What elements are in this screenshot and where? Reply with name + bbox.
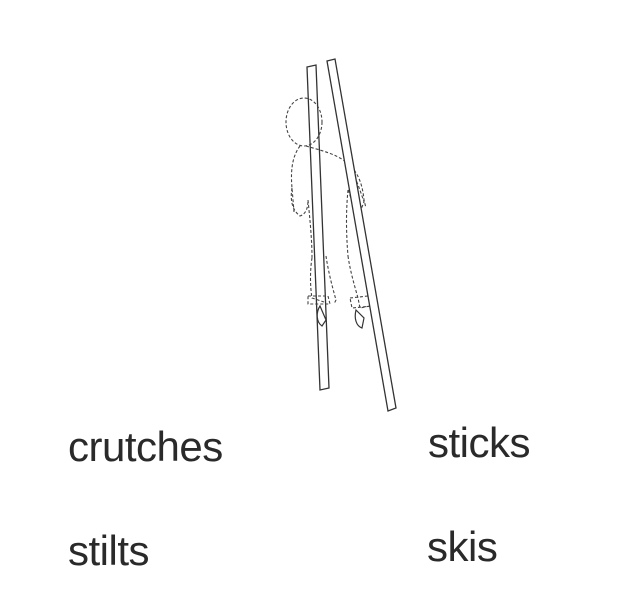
answer-option-stilts[interactable]: stilts <box>68 527 150 574</box>
back-stilt <box>306 64 330 391</box>
front-stilt <box>326 58 397 412</box>
answer-option-skis[interactable]: skis <box>427 523 498 570</box>
person-on-stilts-icon <box>285 58 397 412</box>
answer-option-sticks[interactable]: sticks <box>428 419 531 466</box>
dashed-figure <box>285 97 373 309</box>
answer-option-crutches[interactable]: crutches <box>68 423 223 470</box>
foot-rests <box>316 304 365 329</box>
